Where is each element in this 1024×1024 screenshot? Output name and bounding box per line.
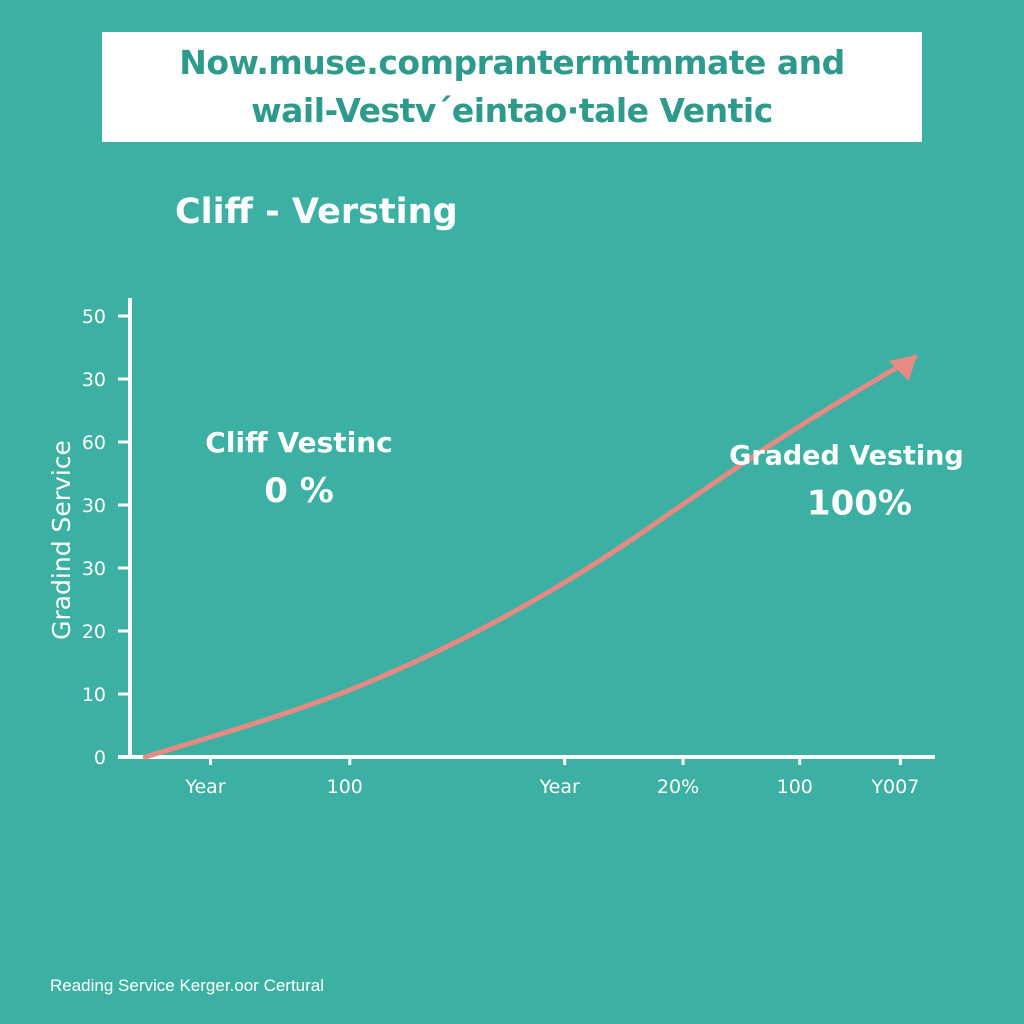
y-tick-label: 10 [82,684,106,706]
vesting-curve [142,354,918,760]
x-tick-label: Year [539,776,580,798]
y-tick-label: 30 [82,558,106,580]
x-tick-label: 20% [657,776,699,798]
title-line-1: Now.muse.comprantermtmmate and [179,43,845,82]
footer-text: Reading Service Kerger.oor Certural [50,976,325,995]
annotation-value: 100% [807,484,912,524]
x-tick-label: Year [184,776,225,798]
x-tick-label: Y007 [870,776,919,798]
arrow-head-icon [888,354,917,381]
x-tick-label: 100 [777,776,813,798]
y-axis-label: Gradind Service [47,440,76,640]
title-banner: Now.muse.comprantermtmmate and wail-Vest… [102,32,922,142]
annotation-label: Graded Vesting [729,441,964,472]
y-tick-label: 30 [82,495,106,517]
y-tick-label: 20 [82,621,106,643]
annotation-label: Cliff Vestinc [205,426,392,459]
annotation-value: 0 % [264,471,334,511]
y-tick-label: 30 [82,369,106,391]
y-tick-label: 60 [82,432,106,454]
x-tick-label: 100 [327,776,363,798]
y-tick-label: 50 [82,306,106,328]
title-line-2: wail-Vestv´eintao·tale Ventic [251,91,773,130]
chart-title: Cliff - Versting [175,192,458,232]
y-tick-label: 0 [94,747,106,769]
